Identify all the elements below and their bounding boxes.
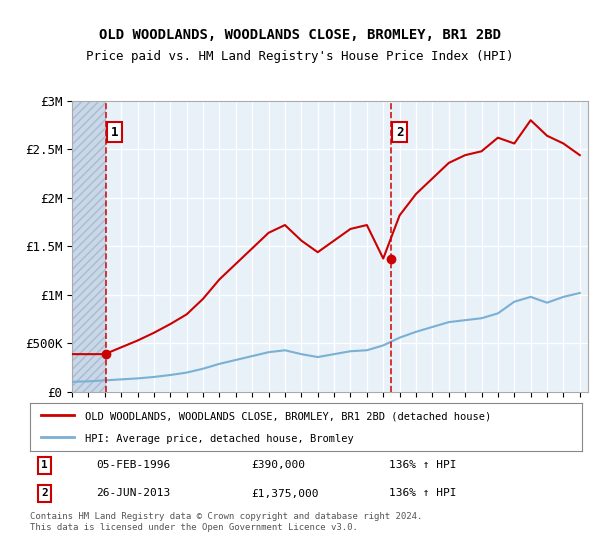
Text: Contains HM Land Registry data © Crown copyright and database right 2024.
This d: Contains HM Land Registry data © Crown c… [30, 512, 422, 532]
Text: 2: 2 [41, 488, 48, 498]
Text: Price paid vs. HM Land Registry's House Price Index (HPI): Price paid vs. HM Land Registry's House … [86, 50, 514, 63]
Text: 26-JUN-2013: 26-JUN-2013 [96, 488, 170, 498]
Text: 136% ↑ HPI: 136% ↑ HPI [389, 460, 457, 470]
Text: 2: 2 [396, 126, 404, 139]
Bar [72, 101, 106, 392]
Text: 05-FEB-1996: 05-FEB-1996 [96, 460, 170, 470]
Text: HPI: Average price, detached house, Bromley: HPI: Average price, detached house, Brom… [85, 434, 354, 444]
Text: 1: 1 [41, 460, 48, 470]
Text: OLD WOODLANDS, WOODLANDS CLOSE, BROMLEY, BR1 2BD: OLD WOODLANDS, WOODLANDS CLOSE, BROMLEY,… [99, 28, 501, 42]
Text: £390,000: £390,000 [251, 460, 305, 470]
Text: OLD WOODLANDS, WOODLANDS CLOSE, BROMLEY, BR1 2BD (detached house): OLD WOODLANDS, WOODLANDS CLOSE, BROMLEY,… [85, 412, 491, 422]
Text: £1,375,000: £1,375,000 [251, 488, 319, 498]
Text: 136% ↑ HPI: 136% ↑ HPI [389, 488, 457, 498]
Text: 1: 1 [111, 126, 119, 139]
